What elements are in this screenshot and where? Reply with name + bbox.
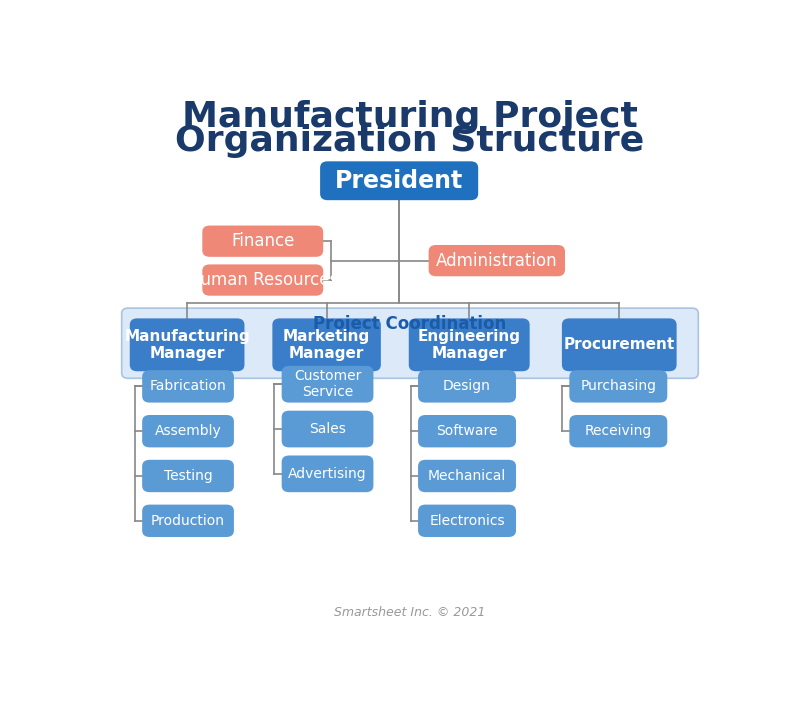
- Text: Customer
Service: Customer Service: [294, 369, 362, 400]
- FancyBboxPatch shape: [202, 264, 323, 296]
- FancyBboxPatch shape: [282, 456, 374, 492]
- Text: Organization Structure: Organization Structure: [175, 124, 645, 158]
- FancyBboxPatch shape: [570, 415, 667, 447]
- Text: Testing: Testing: [164, 469, 213, 483]
- FancyBboxPatch shape: [272, 318, 381, 372]
- Text: Manufacturing Project: Manufacturing Project: [182, 100, 638, 133]
- Text: Smartsheet Inc. © 2021: Smartsheet Inc. © 2021: [334, 606, 486, 618]
- FancyBboxPatch shape: [142, 415, 234, 447]
- FancyBboxPatch shape: [570, 370, 667, 402]
- FancyBboxPatch shape: [142, 370, 234, 402]
- FancyBboxPatch shape: [122, 308, 698, 379]
- Text: Project Coordination: Project Coordination: [314, 315, 506, 332]
- FancyBboxPatch shape: [282, 366, 374, 402]
- Text: Administration: Administration: [436, 252, 558, 270]
- Text: Procurement: Procurement: [564, 337, 675, 353]
- Text: Design: Design: [443, 379, 491, 393]
- Text: Mechanical: Mechanical: [428, 469, 506, 483]
- Text: Sales: Sales: [309, 422, 346, 436]
- FancyBboxPatch shape: [320, 161, 478, 200]
- Text: Human Resources: Human Resources: [188, 271, 338, 289]
- Text: Electronics: Electronics: [430, 514, 505, 528]
- FancyBboxPatch shape: [418, 505, 516, 537]
- Text: President: President: [335, 169, 463, 193]
- FancyBboxPatch shape: [409, 318, 530, 372]
- FancyBboxPatch shape: [130, 318, 245, 372]
- FancyBboxPatch shape: [429, 245, 565, 276]
- Text: Finance: Finance: [231, 232, 294, 250]
- Text: Production: Production: [151, 514, 225, 528]
- FancyBboxPatch shape: [562, 318, 677, 372]
- FancyBboxPatch shape: [202, 226, 323, 257]
- FancyBboxPatch shape: [418, 370, 516, 402]
- FancyBboxPatch shape: [142, 505, 234, 537]
- Text: Marketing
Manager: Marketing Manager: [283, 329, 370, 361]
- Text: Advertising: Advertising: [288, 467, 367, 481]
- Text: Assembly: Assembly: [154, 424, 222, 438]
- Text: Receiving: Receiving: [585, 424, 652, 438]
- Text: Purchasing: Purchasing: [580, 379, 656, 393]
- Text: Software: Software: [436, 424, 498, 438]
- Text: Engineering
Manager: Engineering Manager: [418, 329, 521, 361]
- Text: Manufacturing
Manager: Manufacturing Manager: [124, 329, 250, 361]
- FancyBboxPatch shape: [418, 415, 516, 447]
- Text: Fabrication: Fabrication: [150, 379, 226, 393]
- FancyBboxPatch shape: [418, 460, 516, 492]
- FancyBboxPatch shape: [142, 460, 234, 492]
- FancyBboxPatch shape: [282, 411, 374, 447]
